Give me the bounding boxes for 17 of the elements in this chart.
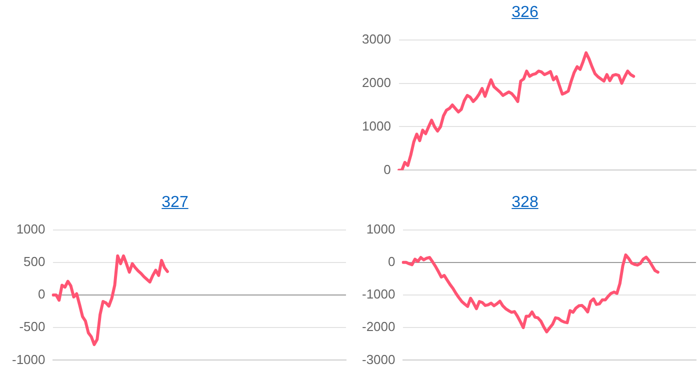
y-tick-label: 0 xyxy=(384,162,391,177)
y-tick-label: 3000 xyxy=(362,31,391,46)
y-tick-label: -3000 xyxy=(362,352,396,367)
y-tick-label: 1000 xyxy=(16,221,46,236)
chart-title: 326 xyxy=(510,3,540,23)
y-tick-label: 0 xyxy=(38,286,46,302)
y-tick-label: 0 xyxy=(388,254,396,269)
y-tick-label: 1000 xyxy=(362,118,391,134)
y-tick-label: -1000 xyxy=(362,286,396,302)
chart-title: 327 xyxy=(160,193,190,213)
y-tick-label: -2000 xyxy=(362,319,396,334)
chart-title: 328 xyxy=(510,193,540,213)
y-tick-label: 1000 xyxy=(366,221,396,236)
y-tick-label: -1000 xyxy=(12,352,46,367)
y-tick-label: -500 xyxy=(19,319,46,334)
y-tick-label: 2000 xyxy=(362,74,391,90)
y-tick-label: 500 xyxy=(24,254,46,269)
